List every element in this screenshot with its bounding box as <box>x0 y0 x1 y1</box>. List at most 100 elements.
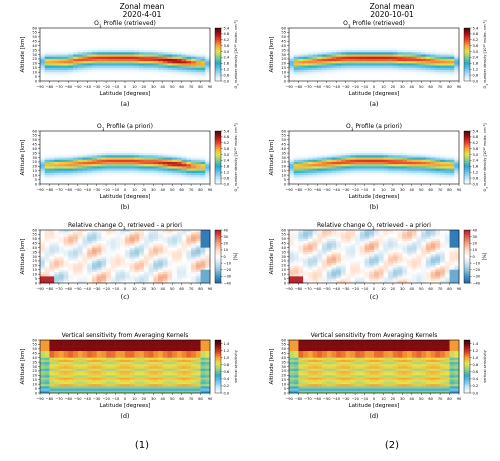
heatmap-cell <box>49 66 54 69</box>
heatmap-cell <box>172 135 177 138</box>
heatmap-cell <box>134 59 139 62</box>
heatmap-cell <box>177 151 182 154</box>
heatmap-cell <box>168 43 173 46</box>
heatmap-cell <box>365 68 370 71</box>
heatmap-cell <box>49 164 54 167</box>
heatmap-cell <box>196 66 201 69</box>
heatmap-cell <box>139 382 144 385</box>
heatmap-cell <box>172 177 177 180</box>
heatmap-cell <box>144 146 149 149</box>
heatmap-cell <box>158 279 163 282</box>
heatmap-cell <box>130 252 135 255</box>
heatmap-cell <box>158 340 163 343</box>
heatmap-cell <box>168 364 173 367</box>
heatmap-cell <box>332 70 337 73</box>
heatmap-cell <box>78 162 83 165</box>
heatmap-cell <box>139 279 144 282</box>
heatmap-cell <box>168 362 173 365</box>
heatmap-cell <box>87 140 92 143</box>
heatmap-cell <box>134 72 139 75</box>
heatmap-cell <box>412 41 417 44</box>
heatmap-cell <box>134 279 139 282</box>
heatmap-cell <box>78 250 83 253</box>
heatmap-cell <box>168 57 173 60</box>
heatmap-cell <box>125 230 130 233</box>
heatmap-cell <box>407 59 412 62</box>
heatmap-cell <box>172 250 177 253</box>
heatmap-cell <box>168 384 173 387</box>
heatmap-cell <box>341 39 346 42</box>
heatmap-cell <box>289 55 294 58</box>
colorbar-label: [%] <box>233 252 239 260</box>
heatmap-cell <box>186 175 191 178</box>
heatmap-cell <box>144 144 149 147</box>
heatmap-cell <box>196 241 201 244</box>
heatmap-cell <box>196 373 201 376</box>
heatmap-cell <box>182 248 187 251</box>
heatmap-cell <box>54 232 59 235</box>
heatmap-cell <box>158 270 163 273</box>
heatmap-cell <box>87 349 92 352</box>
heatmap-cell <box>308 74 313 77</box>
heatmap-cell <box>73 135 78 138</box>
heatmap-cell <box>92 378 97 381</box>
heatmap-cell <box>97 166 102 169</box>
heatmap-cell <box>59 72 64 75</box>
heatmap-cell <box>196 349 201 352</box>
heatmap-cell <box>59 237 64 240</box>
heatmap-cell <box>106 257 111 260</box>
heatmap-cell <box>92 74 97 77</box>
heatmap-cell <box>196 237 201 240</box>
x-tick-label: −60 <box>65 397 73 401</box>
heatmap-cell <box>73 382 78 385</box>
heatmap-cell <box>64 39 69 42</box>
heatmap-cell <box>454 48 459 51</box>
heatmap-cell <box>125 160 130 163</box>
heatmap-cell <box>308 59 313 62</box>
heatmap-cell <box>45 380 50 383</box>
heatmap-cell <box>92 237 97 240</box>
heatmap-cell <box>64 232 69 235</box>
heatmap-cell <box>68 274 73 277</box>
heatmap-cell <box>163 353 168 356</box>
heatmap-cell <box>196 245 201 248</box>
heatmap-cell <box>191 367 196 370</box>
heatmap-cell <box>421 63 426 66</box>
heatmap-cell <box>186 74 191 77</box>
heatmap-cell <box>139 369 144 372</box>
heatmap-cell <box>134 276 139 279</box>
x-tick-label: 0 <box>124 287 127 291</box>
heatmap-cell <box>92 70 97 73</box>
heatmap-cell <box>87 243 92 246</box>
heatmap-cell <box>64 138 69 141</box>
heatmap-cell <box>440 28 445 31</box>
heatmap-cell <box>125 131 130 134</box>
heatmap-cell <box>163 66 168 69</box>
heatmap-cell <box>177 135 182 138</box>
heatmap-cell <box>120 43 125 46</box>
heatmap-cell <box>125 364 130 367</box>
heatmap-cell <box>120 35 125 38</box>
heatmap-cell <box>130 360 135 363</box>
heatmap-cell <box>111 74 116 77</box>
heatmap-cell <box>435 57 440 60</box>
heatmap-cell <box>120 162 125 165</box>
heatmap-cell <box>196 131 201 134</box>
heatmap-cell <box>64 158 69 161</box>
heatmap-cell <box>369 66 374 69</box>
heatmap-cell <box>106 380 111 383</box>
heatmap-cell <box>191 261 196 264</box>
heatmap-cell <box>182 237 187 240</box>
heatmap-cell <box>54 245 59 248</box>
heatmap-cell <box>68 355 73 358</box>
heatmap-cell <box>407 63 412 66</box>
heatmap-cell <box>177 239 182 242</box>
heatmap-cell <box>317 52 322 55</box>
heatmap-cell <box>125 46 130 49</box>
heatmap-cell <box>73 171 78 174</box>
heatmap-cell <box>440 66 445 69</box>
heatmap-cell <box>92 155 97 158</box>
heatmap-cell <box>49 241 54 244</box>
heatmap-cell <box>186 268 191 271</box>
heatmap-cell <box>440 32 445 35</box>
